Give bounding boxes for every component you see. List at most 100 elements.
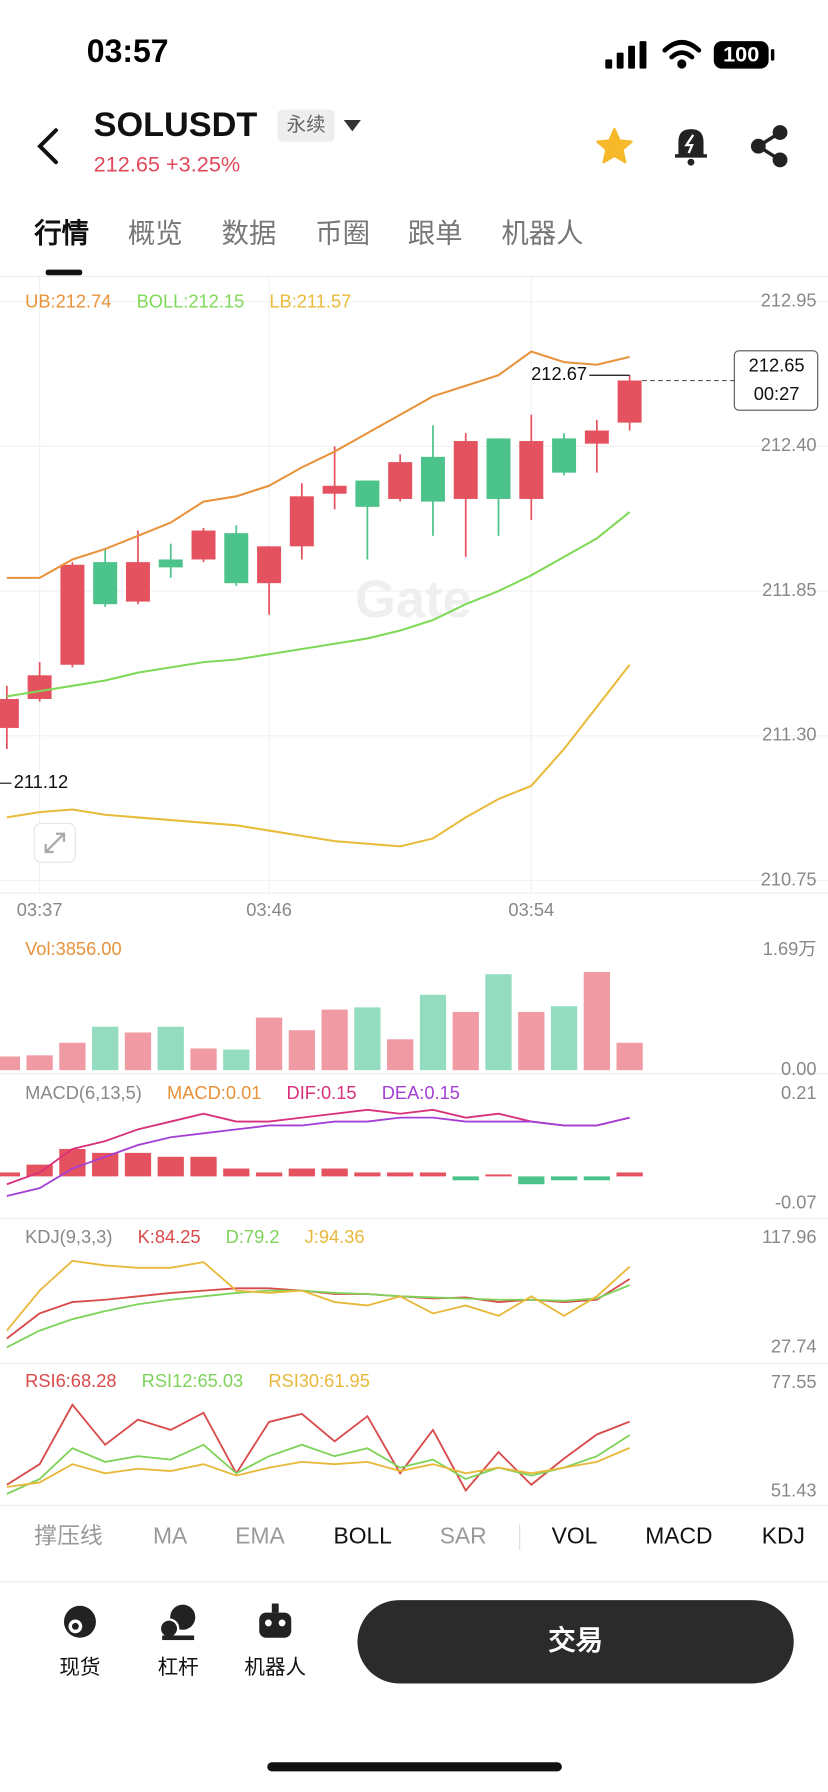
tab[interactable]: 数据	[222, 218, 277, 249]
candle-body	[584, 430, 609, 444]
indicator-tab[interactable]: SAR	[440, 1522, 487, 1548]
trade-button[interactable]	[357, 1600, 794, 1684]
margin-icon[interactable]	[158, 1604, 196, 1641]
indicator-tab[interactable]: 撑压线	[34, 1522, 102, 1548]
indicator-line	[6, 1403, 630, 1493]
tab[interactable]: 概览	[128, 218, 183, 249]
candle-body	[388, 462, 413, 499]
legend-item: RSI12:65.03	[142, 1370, 244, 1391]
legend-item: MACD(6,13,5)	[25, 1082, 142, 1103]
expand-button[interactable]	[33, 822, 76, 863]
y-tick-label: 51.43	[771, 1479, 817, 1500]
volume-bar	[92, 1026, 119, 1071]
indicator-tab[interactable]: BOLL	[333, 1522, 391, 1548]
candle-body	[125, 562, 150, 602]
volume-bar	[255, 1017, 283, 1071]
battery-level: 100	[723, 42, 759, 67]
panel: Gate	[0, 276, 828, 894]
tab[interactable]: 机器人	[501, 218, 583, 249]
x-tick-label: 03:37	[17, 899, 63, 920]
macd-bar	[321, 1168, 348, 1177]
panel	[6, 1259, 631, 1349]
volume-bar	[583, 971, 610, 1071]
indicator-tab[interactable]: MACD	[645, 1522, 712, 1548]
legend-item: RSI6:68.28	[25, 1370, 116, 1391]
macd-bar	[452, 1176, 479, 1181]
back-button[interactable]	[37, 128, 58, 165]
macd-bar	[59, 1148, 86, 1177]
candle-body	[27, 675, 52, 699]
y-tick-label: 212.95	[761, 289, 817, 310]
countdown: 00:27	[754, 383, 800, 404]
badge: 永续	[287, 114, 326, 136]
legend-item: MACD:0.01	[167, 1082, 261, 1103]
max-marker: 212.67	[531, 363, 587, 384]
indicator-line	[6, 1116, 630, 1197]
signal-icon	[605, 41, 647, 69]
last-price-box	[733, 350, 819, 411]
battery	[713, 41, 769, 69]
candle-body	[453, 441, 478, 499]
volume-bar	[124, 1032, 152, 1071]
tab[interactable]: 行情	[33, 218, 89, 249]
legend-item: LB:211.57	[269, 291, 351, 312]
indicator-tab[interactable]: MA	[153, 1522, 188, 1548]
tab[interactable]: 币圈	[315, 218, 370, 249]
indicator-tab[interactable]: EMA	[235, 1522, 285, 1548]
volume-bar	[0, 1056, 20, 1071]
indicator-line	[6, 664, 631, 848]
macd-bar	[419, 1172, 447, 1177]
bottom-nav: 现货 杠杆 机器人	[59, 1656, 306, 1679]
indicator-line	[6, 1434, 631, 1495]
legend-item: D:79.2	[226, 1226, 280, 1247]
charts: Gate 212.95 212.40 211.85 211.30 210.75 UB:212…	[0, 276, 828, 1506]
alert-bell[interactable]	[674, 129, 707, 166]
badge-bg	[277, 109, 335, 142]
macd-bar	[485, 1174, 512, 1177]
nav-label[interactable]: 机器人	[244, 1656, 306, 1679]
indicator-line	[6, 350, 630, 579]
x-tick-label: 03:54	[508, 899, 554, 920]
indicator-line	[6, 1108, 630, 1186]
legend-item: RSI30:61.95	[268, 1370, 370, 1391]
spot-icon[interactable]	[63, 1605, 96, 1638]
y-tick-label: 27.74	[771, 1336, 817, 1357]
bot-icon[interactable]	[259, 1603, 292, 1638]
indicator-tab[interactable]: KDJ	[762, 1522, 805, 1548]
min-marker: 211.12	[14, 771, 69, 792]
macd-bar	[157, 1156, 184, 1177]
status-time: 03:57	[87, 33, 169, 69]
macd-bar	[550, 1176, 578, 1181]
x-tick-label: 03:46	[246, 899, 292, 920]
candle-body	[519, 441, 544, 499]
legend-item: UB:212.74	[25, 291, 111, 312]
nav-label[interactable]: 杠杆	[158, 1656, 199, 1679]
indicator-line	[6, 1259, 631, 1332]
y-tick-label: 211.30	[762, 724, 817, 745]
macd-bar	[583, 1176, 610, 1181]
legend-item: Vol:3856.00	[25, 938, 122, 959]
candle-body	[93, 562, 118, 605]
tab[interactable]: 跟单	[408, 218, 463, 249]
panel	[6, 1403, 631, 1495]
dropdown-arrow[interactable]	[343, 119, 361, 132]
macd-bar	[518, 1176, 545, 1185]
candle-body	[224, 533, 249, 584]
macd-bar	[288, 1168, 315, 1177]
legend-item: K:84.25	[138, 1226, 201, 1247]
panel	[0, 971, 643, 1071]
last-price: 212.65	[749, 355, 805, 376]
volume-bar	[518, 1011, 545, 1071]
wifi-icon	[662, 40, 702, 69]
y-tick-label: 211.85	[762, 579, 817, 600]
y-tick-label: 212.40	[761, 434, 817, 455]
indicator-tab[interactable]: VOL	[552, 1522, 598, 1548]
share[interactable]	[750, 125, 788, 168]
favorite-star[interactable]	[596, 127, 633, 164]
nav-label[interactable]: 现货	[59, 1656, 100, 1679]
legend-item: DIF:0.15	[287, 1082, 357, 1103]
trade-button-label[interactable]: 交易	[548, 1625, 603, 1656]
volume-bar	[452, 1011, 479, 1071]
macd-bar	[354, 1172, 381, 1177]
